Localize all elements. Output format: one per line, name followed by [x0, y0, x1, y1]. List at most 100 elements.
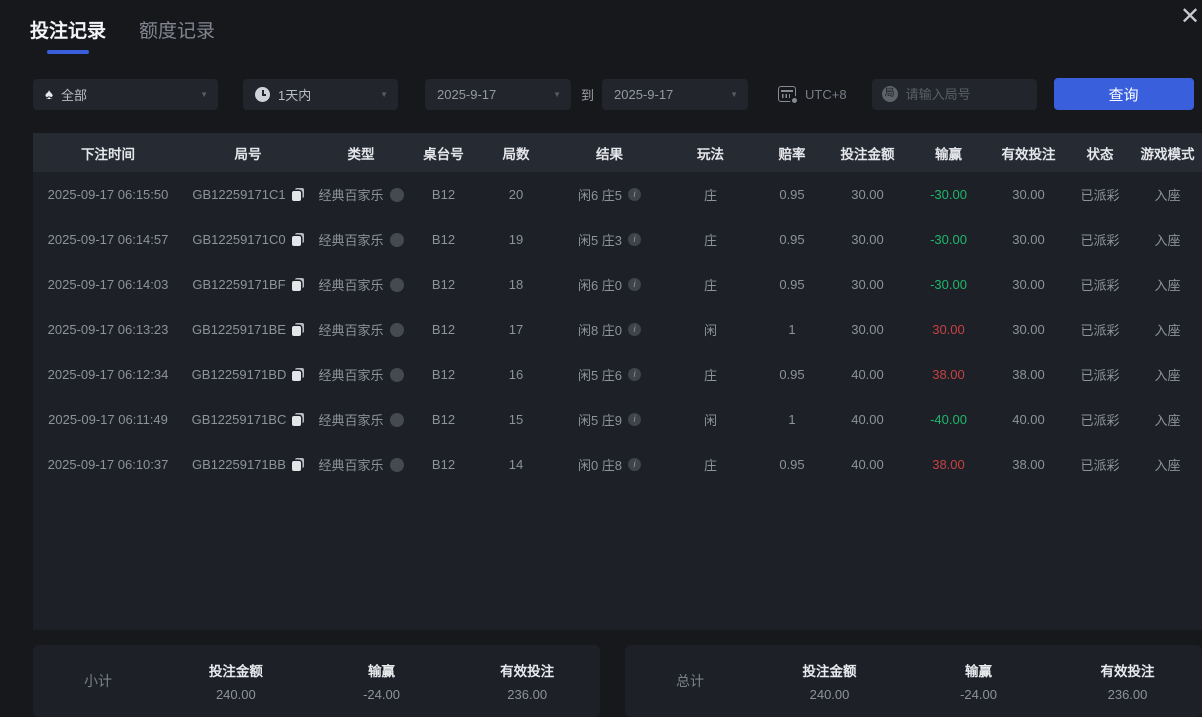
round-id-value: GB12259171BF [192, 277, 286, 292]
game-logo-icon [389, 412, 404, 427]
subtotal-panel: 小计 投注金额 240.00 输赢 -24.00 有效投注 236.00 [33, 645, 600, 717]
game-type-select[interactable]: ♠ 全部 ▼ [33, 78, 218, 110]
table-row[interactable]: 2025-09-17 06:15:50 GB12259171C1 经典百家乐 B… [33, 172, 1202, 217]
info-icon[interactable] [628, 323, 642, 336]
tab-betting-records-label: 投注记录 [30, 21, 107, 42]
info-icon[interactable] [628, 368, 642, 381]
query-button[interactable]: 查询 [1053, 78, 1194, 110]
clock-icon [255, 86, 270, 102]
copy-icon[interactable] [291, 323, 304, 336]
total-winloss-group: 输赢 -24.00 [904, 660, 1053, 702]
copy-icon[interactable] [291, 278, 304, 291]
odds-value: 0.95 [779, 187, 805, 202]
close-icon[interactable]: ✕ [1180, 3, 1201, 30]
round-id-search-box[interactable]: 局 [871, 78, 1037, 110]
date-from-value: 2025-9-17 [437, 86, 497, 102]
table-row[interactable]: 2025-09-17 06:14:03 GB12259171BF 经典百家乐 B… [33, 262, 1202, 307]
subtotal-bet-header: 投注金额 [208, 664, 263, 679]
win-loss-value: 38.00 [932, 457, 965, 472]
game-type-cell: 经典百家乐 [313, 230, 409, 249]
col-game-mode: 游戏模式 [1140, 146, 1195, 162]
round-id-cell: GB12259171BF [183, 277, 313, 292]
calendar-clock-badge [790, 96, 800, 105]
win-loss-value: -30.00 [930, 187, 967, 202]
win-loss-value: -30.00 [930, 277, 967, 292]
round-badge-icon: 局 [881, 86, 898, 102]
copy-icon[interactable] [291, 458, 304, 471]
calendar-icon[interactable] [778, 86, 800, 105]
table-no-value: B12 [431, 187, 456, 202]
game-mode-value: 入座 [1154, 278, 1181, 293]
bet-amount-value: 30.00 [851, 232, 884, 247]
info-icon[interactable] [628, 278, 642, 291]
odds-value: 0.95 [779, 367, 805, 382]
copy-icon[interactable] [292, 368, 305, 381]
odds-value: 1 [788, 322, 796, 337]
round-id-value: GB12259171BD [191, 367, 287, 382]
valid-bet-value: 30.00 [1012, 277, 1045, 292]
copy-icon[interactable] [291, 188, 304, 201]
table-no-value: B12 [431, 322, 456, 337]
date-from-select[interactable]: 2025-9-17 ▼ [425, 78, 571, 110]
summary-bar: 小计 投注金额 240.00 输赢 -24.00 有效投注 236.00 总计 … [33, 645, 1202, 717]
game-type-cell: 经典百家乐 [313, 320, 409, 339]
game-logo-icon [389, 457, 404, 472]
game-type-cell: 经典百家乐 [313, 275, 409, 294]
info-icon[interactable] [628, 188, 642, 201]
bet-time-value: 2025-09-17 06:11:49 [48, 412, 168, 427]
round-id-input[interactable] [905, 86, 1027, 102]
tabs: 投注记录 额度记录 [30, 16, 215, 54]
game-mode-value: 入座 [1154, 413, 1181, 428]
game-mode-value: 入座 [1154, 368, 1181, 383]
game-logo-icon [389, 232, 404, 247]
copy-icon[interactable] [291, 233, 304, 246]
date-to-select[interactable]: 2025-9-17 ▼ [602, 78, 749, 110]
result-cell: 闲5 庄3 [554, 230, 665, 249]
round-no-value: 17 [508, 322, 524, 337]
round-id-value: GB12259171BC [191, 412, 287, 427]
chevron-down-icon: ▼ [200, 89, 208, 99]
game-logo-icon [389, 187, 404, 202]
info-icon[interactable] [628, 413, 642, 426]
table-row[interactable]: 2025-09-17 06:12:34 GB12259171BD 经典百家乐 B… [33, 352, 1202, 397]
subtotal-bet-value: 240.00 [215, 687, 256, 702]
play-value: 庄 [703, 188, 717, 203]
time-range-select[interactable]: 1天内 ▼ [243, 78, 398, 110]
game-type-cell: 经典百家乐 [313, 410, 409, 429]
copy-icon[interactable] [292, 413, 305, 426]
tab-betting-records[interactable]: 投注记录 [30, 16, 106, 54]
total-valid-value: 236.00 [1107, 687, 1148, 702]
subtotal-winloss-value: -24.00 [363, 687, 400, 702]
date-to-value: 2025-9-17 [614, 86, 674, 102]
table-row[interactable]: 2025-09-17 06:13:23 GB12259171BE 经典百家乐 B… [33, 307, 1202, 352]
info-icon[interactable] [628, 233, 642, 246]
info-icon[interactable] [628, 458, 642, 471]
table-row[interactable]: 2025-09-17 06:10:37 GB12259171BB 经典百家乐 B… [33, 442, 1202, 487]
table-row[interactable]: 2025-09-17 06:14:57 GB12259171C0 经典百家乐 B… [33, 217, 1202, 262]
col-type: 类型 [347, 146, 375, 162]
col-bet-amount: 投注金额 [840, 146, 895, 162]
game-type-cell: 经典百家乐 [313, 455, 409, 474]
win-loss-value: 38.00 [932, 367, 965, 382]
odds-value: 0.95 [779, 277, 805, 292]
game-type-select-value: 全部 [60, 87, 87, 103]
game-type-value: 经典百家乐 [318, 188, 384, 203]
table-no-value: B12 [431, 367, 456, 382]
round-no-value: 14 [508, 457, 524, 472]
valid-bet-value: 30.00 [1012, 322, 1045, 337]
bet-time-value: 2025-09-17 06:13:23 [47, 322, 169, 337]
round-id-cell: GB12259171C1 [183, 187, 313, 202]
result-value: 闲5 庄9 [577, 413, 623, 428]
bet-time-value: 2025-09-17 06:10:37 [47, 457, 169, 472]
col-result: 结果 [596, 146, 623, 162]
tab-quota-records[interactable]: 额度记录 [139, 21, 216, 42]
table-row[interactable]: 2025-09-17 06:11:49 GB12259171BC 经典百家乐 B… [33, 397, 1202, 442]
status-badge: 已派彩 [1080, 188, 1120, 203]
game-type-value: 经典百家乐 [318, 368, 384, 383]
total-bet-group: 投注金额 240.00 [755, 660, 904, 702]
round-no-value: 16 [508, 367, 524, 382]
total-valid-group: 有效投注 236.00 [1053, 660, 1202, 702]
play-value: 闲 [703, 323, 717, 338]
play-value: 庄 [703, 368, 717, 383]
col-odds: 赔率 [778, 146, 806, 162]
